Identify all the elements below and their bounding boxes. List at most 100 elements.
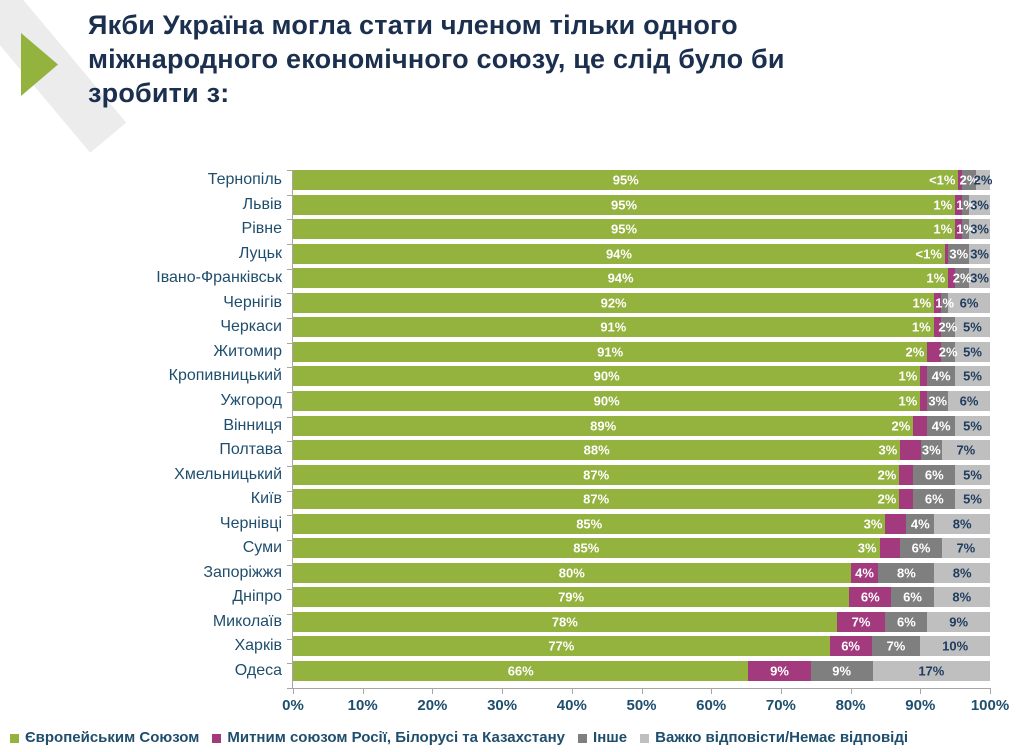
segment-eu — [293, 268, 949, 289]
x-axis-tick-label: 90% — [905, 697, 936, 714]
y-axis-tick — [287, 638, 292, 640]
value-label-no-answer: 8% — [952, 565, 972, 581]
segment-customs-union — [955, 219, 963, 240]
stacked-bar: 90% 1% 4% 5% — [293, 366, 990, 387]
value-label-other: 3% — [928, 393, 948, 409]
segment-no-answer — [927, 611, 990, 632]
y-axis-tick — [287, 441, 292, 443]
segment-no-answer — [948, 292, 990, 313]
category-label: Житомир — [213, 342, 282, 360]
value-label-other: 9% — [832, 663, 852, 679]
bar-row: Тернопіль 95% <1% 2% 2% — [0, 170, 1025, 190]
segment-other — [891, 587, 934, 608]
segment-other — [961, 170, 976, 190]
segment-customs-union — [944, 243, 949, 264]
segment-eu — [293, 538, 880, 559]
bar-row: Рівне 95% 1% 1% 3% — [0, 219, 1025, 240]
y-axis-tick — [287, 614, 292, 615]
legend-item: Європейським Союзом — [10, 729, 199, 747]
segment-other — [941, 341, 956, 362]
value-label-other: 2% — [952, 270, 972, 286]
value-label-no-answer: 7% — [956, 442, 976, 458]
segment-other — [810, 661, 873, 681]
value-label-other: 7% — [886, 638, 906, 654]
segment-customs-union — [900, 440, 921, 461]
bar-row: Харків 77% 6% 7% 10% — [0, 636, 1025, 657]
y-axis-tick — [287, 564, 292, 566]
segment-other — [955, 268, 970, 289]
segment-no-answer — [920, 636, 990, 657]
segment-customs-union — [948, 268, 956, 289]
value-label-no-answer: 5% — [963, 491, 982, 507]
category-label: Черкаси — [220, 318, 282, 336]
category-label: Ужгород — [220, 391, 283, 409]
bar-row: Суми 85% 3% 6% 7% — [0, 538, 1025, 559]
y-axis-tick — [287, 219, 292, 221]
value-label-customs-union: <1% — [915, 246, 942, 262]
legend-label: Митним союзом Росії, Білорусі та Казахст… — [227, 729, 566, 746]
stacked-bar: 78% 7% 6% 9% — [293, 611, 990, 632]
x-axis-tick-label: 30% — [487, 697, 518, 714]
value-label-other: 3% — [921, 442, 941, 458]
value-label-no-answer: 3% — [970, 221, 989, 237]
value-label-other: 6% — [924, 491, 944, 507]
value-label-eu: 77% — [548, 638, 575, 654]
segment-no-answer — [948, 390, 990, 411]
x-axis-tick-label: 60% — [696, 697, 727, 714]
category-label: Кропивницький — [168, 367, 282, 385]
segment-eu — [293, 587, 850, 608]
category-label: Харків — [234, 637, 282, 655]
category-label: Миколаїв — [212, 612, 282, 630]
bar-row: Хмельницький 87% 2% 6% 5% — [0, 464, 1025, 485]
segment-no-answer — [955, 489, 990, 510]
stacked-bar: 90% 1% 3% 6% — [293, 390, 990, 411]
segment-no-answer — [969, 219, 990, 240]
value-label-eu: 95% — [611, 197, 638, 213]
bar-row: Кропивницький 90% 1% 4% 5% — [0, 366, 1025, 387]
segment-other — [940, 317, 955, 338]
legend-label: Інше — [593, 729, 628, 746]
segment-customs-union — [958, 170, 962, 190]
bar-row: Полтава 88% 3% 3% 7% — [0, 440, 1025, 461]
value-label-no-answer: 10% — [942, 638, 969, 654]
value-label-other: 1% — [956, 197, 975, 213]
value-label-no-answer: 5% — [963, 418, 982, 433]
value-label-customs-union: 6% — [860, 589, 880, 605]
segment-eu — [293, 292, 935, 313]
legend-label: Важко відповісти/Немає відповіді — [655, 729, 909, 746]
x-axis-tick — [293, 688, 294, 694]
segment-customs-union — [899, 489, 914, 510]
value-label-no-answer: 8% — [952, 516, 972, 532]
value-label-other: 4% — [910, 516, 930, 532]
segment-no-answer — [969, 194, 990, 215]
segment-eu — [293, 366, 921, 387]
category-label: Тернопіль — [207, 171, 282, 188]
value-label-eu: 91% — [600, 319, 627, 335]
x-axis-tick-label: 80% — [835, 697, 866, 714]
segment-other — [871, 636, 921, 657]
segment-other — [927, 415, 956, 436]
value-label-eu: 95% — [611, 221, 638, 237]
segment-eu — [293, 513, 886, 534]
segment-no-answer — [934, 562, 990, 583]
value-label-eu: 95% — [612, 172, 639, 188]
segment-no-answer — [955, 366, 990, 387]
value-label-other: 6% — [903, 589, 922, 605]
segment-no-answer — [872, 661, 990, 681]
stacked-bar: 95% <1% 2% 2% — [293, 170, 992, 190]
stacked-bar: 79% 6% 6% 8% — [293, 587, 990, 608]
y-axis-tick — [287, 293, 292, 295]
x-axis-tick — [780, 688, 782, 694]
category-label: Рівне — [241, 220, 282, 238]
value-label-customs-union: <1% — [929, 172, 956, 188]
segment-other — [913, 489, 956, 510]
segment-eu — [293, 341, 928, 362]
value-label-no-answer: 5% — [963, 467, 982, 483]
legend-swatch-dk_light_gray — [640, 733, 650, 743]
value-label-no-answer: 6% — [959, 393, 979, 409]
bar-row: Житомир 91% 2% 2% 5% — [0, 341, 1025, 362]
segment-no-answer — [934, 513, 990, 534]
x-axis-line — [291, 688, 990, 689]
segment-customs-union — [913, 415, 928, 436]
